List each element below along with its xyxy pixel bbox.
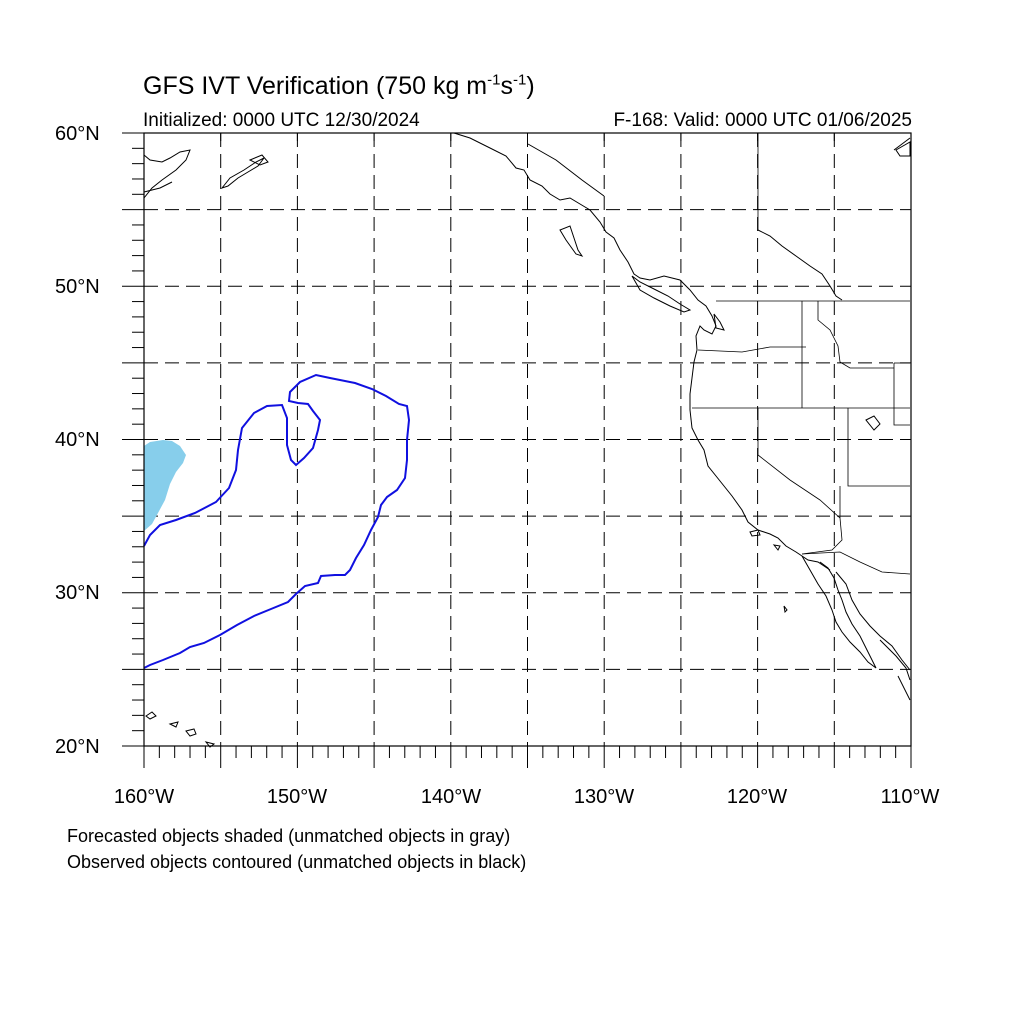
map-frame	[143, 132, 912, 747]
coastlines	[143, 132, 911, 748]
observed-object-contour	[143, 373, 411, 669]
lat-label-60n: 60°N	[55, 123, 100, 145]
lat-label-30n: 30°N	[55, 582, 100, 604]
political-boundaries	[692, 133, 911, 575]
axis-ticks	[122, 132, 912, 768]
lat-label-40n: 40°N	[55, 429, 100, 451]
lat-label-20n: 20°N	[55, 736, 100, 758]
init-time-label: Initialized: 0000 UTC 12/30/2024	[143, 110, 420, 131]
lon-label-120w: 120°W	[726, 786, 788, 808]
lon-label-130w: 130°W	[573, 786, 635, 808]
lat-lon-grid	[144, 133, 911, 746]
forecast-object-shaded	[144, 440, 186, 531]
lon-label-160w: 160°W	[113, 786, 175, 808]
lon-label-140w: 140°W	[420, 786, 482, 808]
lon-label-150w: 150°W	[266, 786, 328, 808]
caption-observed: Observed objects contoured (unmatched ob…	[67, 852, 527, 872]
lat-label-50n: 50°N	[55, 276, 100, 298]
lon-label-110w: 110°W	[880, 786, 940, 808]
valid-time-label: F-168: Valid: 0000 UTC 01/06/2025	[613, 110, 912, 131]
caption-forecast: Forecasted objects shaded (unmatched obj…	[67, 826, 511, 846]
chart-title: GFS IVT Verification (750 kg m-1s-1)	[143, 71, 535, 100]
